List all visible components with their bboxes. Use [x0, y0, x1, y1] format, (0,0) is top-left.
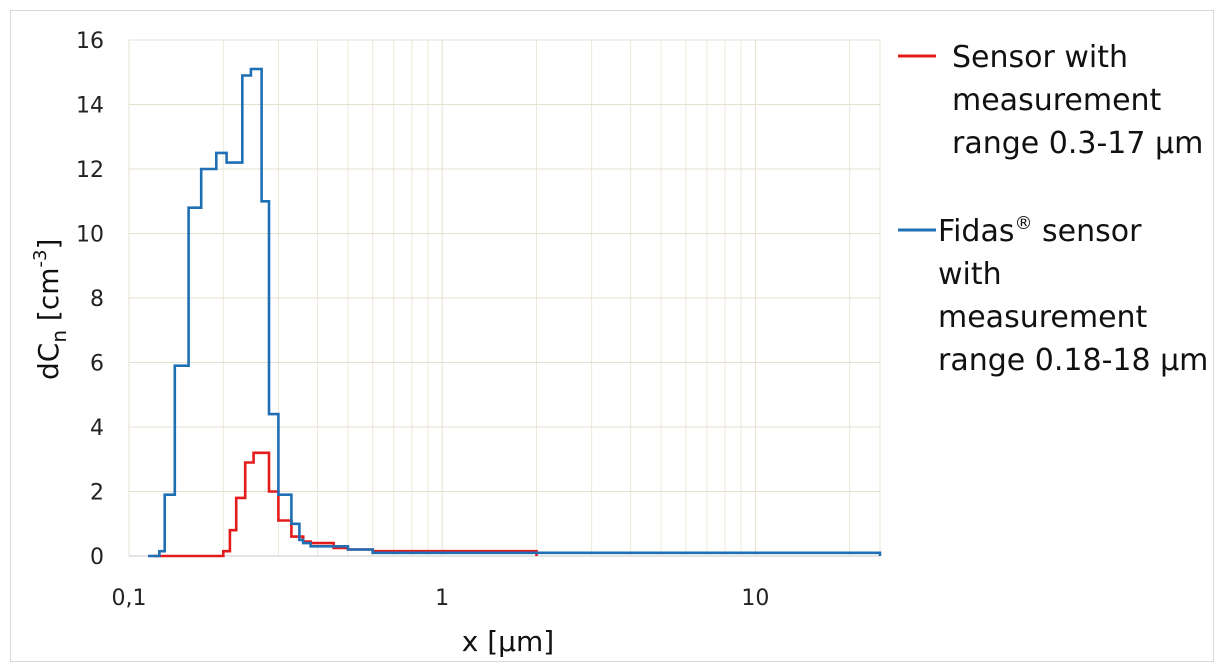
legend-fidas-line-3: measurement: [938, 300, 1148, 335]
legend-sensor-line-2: measurement: [952, 83, 1162, 118]
legend-label-fidas: Fidas® sensor with measurement range 0.1…: [938, 213, 1208, 378]
legend-sensor-line-1: Sensor with: [952, 40, 1128, 75]
y-axis-title-sub: n: [47, 330, 71, 343]
y-axis-title-unit: [cm: [32, 267, 65, 330]
series-line-fidas: [148, 67, 882, 558]
x-axis-title: x [µm]: [462, 625, 554, 658]
legend: Sensor with measurement range 0.3-17 µm …: [898, 40, 1208, 378]
x-tick-label: 10: [741, 586, 769, 611]
legend-fidas-line-4: range 0.18-18 µm: [938, 343, 1208, 378]
grid: [128, 39, 881, 557]
y-axis-title: dCn [cm-3]: [30, 239, 71, 380]
y-tick-label: 0: [90, 545, 104, 570]
legend-label-sensor: Sensor with measurement range 0.3-17 µm: [952, 40, 1203, 161]
y-tick-label: 12: [76, 158, 104, 183]
legend-sensor-line-3: range 0.3-17 µm: [952, 126, 1203, 161]
y-tick-label: 10: [76, 223, 104, 248]
x-tick-label: 1: [435, 586, 449, 611]
y-axis-title-unit-close: ]: [32, 239, 65, 250]
y-tick-label: 16: [76, 29, 104, 54]
y-tick-label: 4: [90, 416, 104, 441]
y-tick-label: 2: [90, 481, 104, 506]
y-tick-label: 14: [76, 94, 104, 119]
x-tick-label: 0,1: [112, 586, 147, 611]
y-tick-label: 6: [90, 352, 104, 377]
tick-labels: 0 2 4 6 8 10 12 14 16 0,1 1 10: [76, 29, 769, 611]
y-axis-title-unit-sup: -3: [30, 250, 51, 268]
y-axis-title-main: dC: [32, 343, 65, 380]
legend-fidas-line-1: Fidas® sensor: [938, 213, 1142, 249]
legend-fidas-line-2: with: [938, 257, 1002, 292]
series-layer: [148, 67, 882, 558]
series-line-sensor: [153, 451, 538, 558]
y-tick-label: 8: [90, 287, 104, 312]
